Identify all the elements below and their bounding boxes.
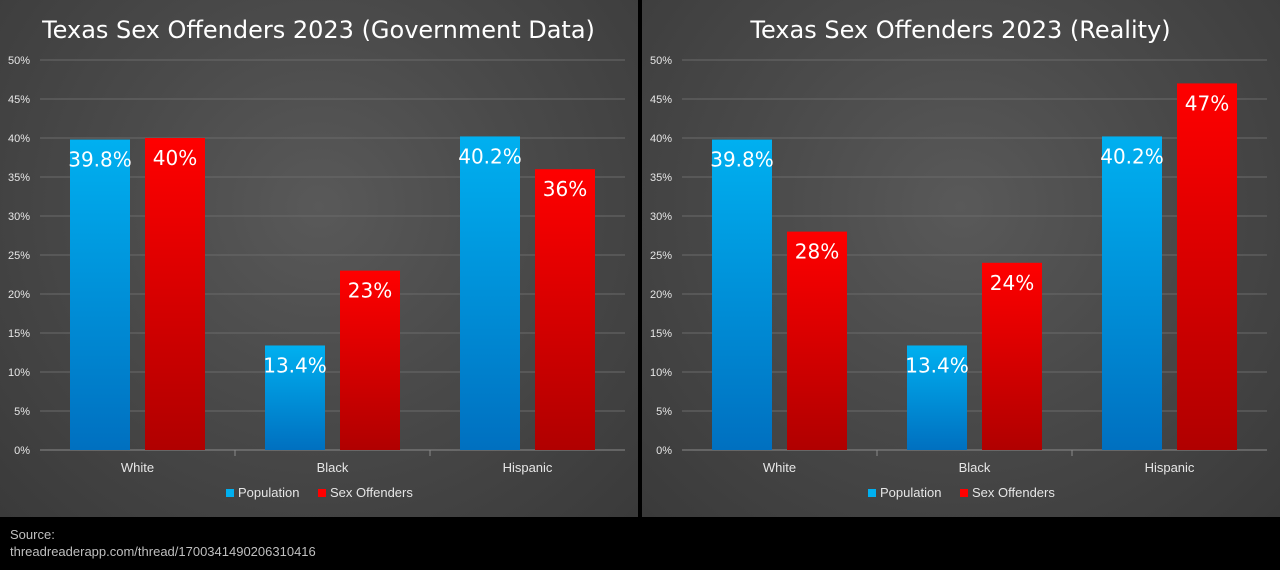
y-tick-label: 25% xyxy=(650,250,672,262)
y-tick-label: 0% xyxy=(656,445,672,457)
chart-panel-government: Texas Sex Offenders 2023 (Government Dat… xyxy=(0,0,638,517)
legend-swatch xyxy=(226,489,234,497)
data-label: 36% xyxy=(543,177,587,201)
bar-sex-offenders xyxy=(982,262,1042,450)
y-tick-label: 10% xyxy=(8,367,30,379)
legend-swatch xyxy=(318,489,326,497)
x-tick-label: Black xyxy=(317,460,349,475)
data-label: 40.2% xyxy=(458,144,522,168)
y-tick-label: 45% xyxy=(8,94,30,106)
data-label: 39.8% xyxy=(710,148,774,172)
data-label: 47% xyxy=(1185,91,1229,115)
chart-government-data: Texas Sex Offenders 2023 (Government Dat… xyxy=(8,16,625,500)
y-tick-label: 0% xyxy=(14,445,30,457)
data-label: 13.4% xyxy=(905,353,969,377)
y-tick-label: 50% xyxy=(650,55,672,67)
source-label: Source: xyxy=(10,527,55,542)
legend-label: Population xyxy=(880,485,941,500)
y-tick-label: 10% xyxy=(650,367,672,379)
data-label: 24% xyxy=(990,271,1034,295)
bar-sex-offenders xyxy=(145,138,205,450)
bar-sex-offenders xyxy=(1177,83,1237,451)
data-label: 13.4% xyxy=(263,353,327,377)
data-label: 28% xyxy=(795,240,839,264)
bar-sex-offenders xyxy=(535,169,595,450)
y-tick-label: 50% xyxy=(8,55,30,67)
legend-label: Sex Offenders xyxy=(330,485,413,500)
legend-swatch xyxy=(868,489,876,497)
y-tick-label: 45% xyxy=(650,94,672,106)
y-tick-label: 40% xyxy=(8,133,30,145)
bar-population xyxy=(265,345,325,450)
y-tick-label: 20% xyxy=(8,289,30,301)
y-tick-label: 35% xyxy=(8,172,30,184)
chart-title: Texas Sex Offenders 2023 (Government Dat… xyxy=(41,16,595,44)
x-tick-label: White xyxy=(763,460,796,475)
x-tick-label: Hispanic xyxy=(1145,460,1195,475)
y-tick-label: 15% xyxy=(8,328,30,340)
chart-panel-reality: Texas Sex Offenders 2023 (Reality) 0% 5% 10… xyxy=(642,0,1280,517)
chart-title: Texas Sex Offenders 2023 (Reality) xyxy=(749,16,1170,44)
data-label: 40.2% xyxy=(1100,144,1164,168)
y-tick-label: 5% xyxy=(656,406,672,418)
y-tick-label: 40% xyxy=(650,133,672,145)
bar-sex-offenders xyxy=(787,231,847,450)
bar-sex-offenders xyxy=(340,270,400,450)
chart-reality: Texas Sex Offenders 2023 (Reality) 0% 5% 10… xyxy=(650,16,1267,500)
bar-population xyxy=(712,139,772,450)
legend-label: Population xyxy=(238,485,299,500)
bar-population xyxy=(70,139,130,450)
data-label: 40% xyxy=(153,146,197,170)
x-tick-label: Hispanic xyxy=(503,460,553,475)
y-tick-label: 5% xyxy=(14,406,30,418)
bar-population xyxy=(907,345,967,450)
y-tick-label: 35% xyxy=(650,172,672,184)
source-note: Source: threadreaderapp.com/thread/17003… xyxy=(10,526,316,560)
legend-swatch xyxy=(960,489,968,497)
x-tick-label: White xyxy=(121,460,154,475)
bar-population xyxy=(1102,136,1162,450)
bar-population xyxy=(460,136,520,450)
data-label: 39.8% xyxy=(68,148,132,172)
legend-label: Sex Offenders xyxy=(972,485,1055,500)
data-label: 23% xyxy=(348,279,392,303)
x-tick-label: Black xyxy=(959,460,991,475)
y-tick-label: 30% xyxy=(8,211,30,223)
y-tick-label: 15% xyxy=(650,328,672,340)
y-tick-label: 20% xyxy=(650,289,672,301)
y-tick-label: 25% xyxy=(8,250,30,262)
source-url: threadreaderapp.com/thread/1700341490206… xyxy=(10,544,316,559)
y-tick-label: 30% xyxy=(650,211,672,223)
